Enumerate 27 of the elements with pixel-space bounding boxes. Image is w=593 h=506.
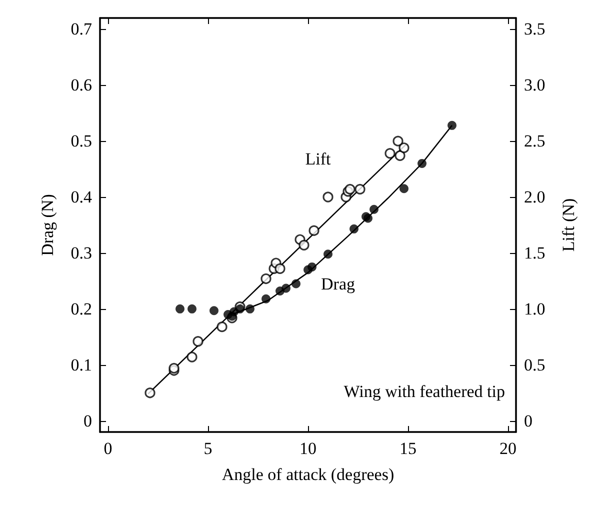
y2-tick-label: 0.5 — [524, 355, 546, 374]
series-label: Lift — [305, 150, 332, 169]
y2-tick-label: 0 — [524, 411, 532, 430]
y2-tick-label: 2.0 — [524, 188, 546, 207]
y-tick-label: 0.1 — [70, 355, 92, 374]
y2-tick-label: 2.5 — [524, 132, 546, 151]
y2-axis-title: Lift (N) — [559, 198, 578, 252]
x-tick-label: 15 — [400, 439, 416, 458]
y2-tick-label: 3.0 — [524, 76, 546, 95]
y2-tick-label: 3.5 — [524, 20, 546, 39]
y-tick-label: 0 — [84, 411, 92, 430]
y-tick-label: 0.7 — [70, 20, 92, 39]
x-tick-label: 20 — [500, 439, 516, 458]
y-tick-label: 0.3 — [70, 243, 92, 262]
y2-tick-label: 1.0 — [524, 299, 546, 318]
series-label: Drag — [321, 274, 356, 294]
x-tick-label: 0 — [104, 439, 112, 458]
x-tick-label: 5 — [204, 439, 212, 458]
annotation: Wing with feathered tip — [344, 382, 505, 401]
y-tick-label: 0.6 — [70, 76, 92, 95]
y-tick-label: 0.5 — [70, 132, 92, 151]
y-axis-title: Drag (N) — [38, 194, 57, 256]
y2-tick-label: 1.5 — [524, 243, 546, 262]
x-axis-title: Angle of attack (degrees) — [222, 465, 394, 484]
y-tick-label: 0.4 — [70, 188, 92, 207]
x-tick-label: 10 — [300, 439, 316, 458]
y-tick-label: 0.2 — [70, 299, 92, 318]
